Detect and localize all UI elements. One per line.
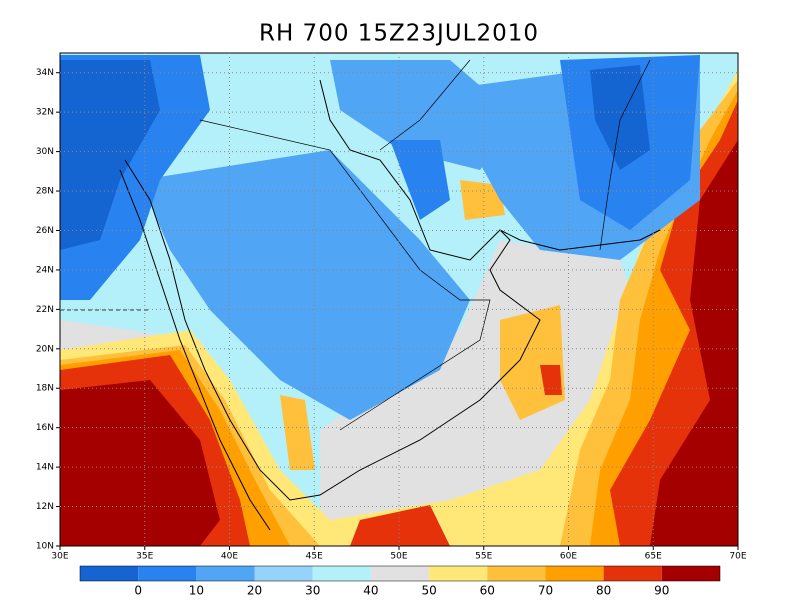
field-lightorange xyxy=(460,180,505,220)
colorbar-label: 80 xyxy=(596,584,611,598)
lat-tick-label: 30N xyxy=(36,147,54,157)
field-red xyxy=(540,365,562,395)
title: RH 700 15Z23JUL2010 xyxy=(259,21,539,47)
coastline xyxy=(124,79,541,501)
border xyxy=(199,119,491,431)
field-darkblue xyxy=(590,65,650,170)
field-darkred xyxy=(60,380,220,546)
lon-tick-label: 55E xyxy=(475,552,492,562)
colorbar-swatch xyxy=(312,566,371,581)
colorbar-swatch xyxy=(603,566,662,581)
lat-tick-label: 28N xyxy=(36,187,54,197)
coastline xyxy=(119,169,271,531)
colorbar-frame xyxy=(79,565,721,582)
colorbar-swatch xyxy=(138,566,197,581)
border xyxy=(599,59,651,251)
lat-tick-label: 24N xyxy=(36,265,54,275)
lat-tick-label: 22N xyxy=(36,305,54,315)
field-darkred xyxy=(650,140,738,546)
lat-tick-label: 26N xyxy=(36,226,54,236)
lon-tick-label: 65E xyxy=(645,552,662,562)
lon-tick-label: 45E xyxy=(306,552,323,562)
lat-tick-label: 16N xyxy=(36,423,54,433)
colorbar-swatch xyxy=(196,566,255,581)
lat-tick-label: 18N xyxy=(36,384,54,394)
colorbar-label: 60 xyxy=(480,584,495,598)
colorbar-swatch xyxy=(80,566,139,581)
lat-tick-label: 20N xyxy=(36,344,54,354)
lon-tick-label: 30E xyxy=(51,552,68,562)
lon-tick-label: 60E xyxy=(560,552,577,562)
lat-tick-label: 32N xyxy=(36,108,54,118)
colorbar-label: 40 xyxy=(363,584,378,598)
border xyxy=(379,59,471,151)
lon-tick-label: 70E xyxy=(729,552,746,562)
colorbar-label: 90 xyxy=(654,584,669,598)
colorbar-label: 10 xyxy=(189,584,204,598)
colorbar-swatch xyxy=(370,566,430,581)
colorbar-label: 50 xyxy=(421,584,436,598)
field-midblue xyxy=(390,140,450,220)
colorbar-swatch xyxy=(254,566,313,581)
colorbar-label: 20 xyxy=(247,584,262,598)
coastline xyxy=(499,229,661,251)
lon-tick-label: 50E xyxy=(390,552,407,562)
field-darkblue xyxy=(60,60,160,250)
lat-tick-label: 12N xyxy=(36,502,54,512)
lat-tick-label: 10N xyxy=(36,542,54,552)
field-lightorange xyxy=(280,395,315,470)
field-blue xyxy=(140,150,470,420)
colorbar-swatch xyxy=(545,566,604,581)
lon-tick-label: 40E xyxy=(221,552,238,562)
field-red xyxy=(350,505,450,546)
colorbar-label: 30 xyxy=(305,584,320,598)
rh-field xyxy=(60,53,738,546)
lat-tick-label: 34N xyxy=(36,68,54,78)
colorbar-swatch xyxy=(429,566,488,581)
colorbar-label: 70 xyxy=(538,584,553,598)
lon-tick-label: 35E xyxy=(136,552,153,562)
colorbar-swatch xyxy=(487,566,546,581)
colorbar-label: 0 xyxy=(134,584,142,598)
lat-tick-label: 14N xyxy=(36,463,54,473)
colorbar-swatch xyxy=(661,566,720,581)
